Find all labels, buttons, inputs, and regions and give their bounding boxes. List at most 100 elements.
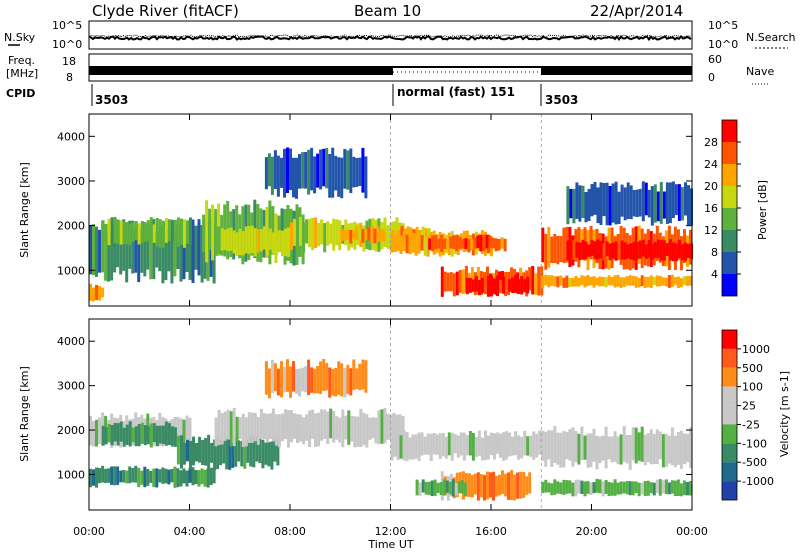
heatmap-cell: [578, 242, 582, 260]
heatmap-cell: [477, 280, 481, 296]
colorbar-swatch: [722, 348, 737, 368]
heatmap-cell: [95, 467, 98, 488]
heatmap-cell: [340, 157, 344, 199]
heatmap-cell: [298, 368, 301, 397]
heatmap-cell: [195, 442, 198, 462]
heatmap-cell: [670, 427, 674, 466]
noise-panel: N.Sky 10^5 10^0 10^5 10^0 N.Search: [4, 19, 796, 51]
heatmap-cell: [566, 186, 570, 225]
heatmap-cell: [526, 276, 530, 294]
heatmap-cell: [264, 157, 268, 190]
heatmap-cell: [267, 153, 271, 187]
heatmap-cell: [499, 279, 502, 294]
heatmap-cell: [325, 363, 329, 391]
heatmap-cell: [408, 437, 412, 460]
cpid-label: CPID: [6, 87, 35, 100]
heatmap-cell: [374, 417, 378, 444]
noise-search-line: [88, 34, 692, 38]
heatmap-cell: [116, 219, 120, 244]
heatmap-cell: [149, 470, 153, 483]
heatmap-cell: [390, 232, 394, 253]
heatmap-cell: [439, 482, 443, 496]
heatmap-cell: [556, 481, 560, 494]
heatmap-cell: [302, 417, 306, 445]
heatmap-cell: [595, 277, 599, 286]
heatmap-cell: [482, 234, 486, 251]
heatmap-cell: [326, 221, 330, 246]
heatmap-cell: [182, 419, 186, 445]
heatmap-cell: [608, 186, 612, 226]
heatmap-cell: [311, 217, 315, 251]
heatmap-cell: [137, 223, 141, 245]
noise-search-label: N.Search: [746, 31, 796, 44]
heatmap-cell: [446, 238, 450, 251]
heatmap-cell: [301, 152, 305, 189]
heatmap-cell: [232, 408, 236, 447]
heatmap-cell: [170, 232, 174, 284]
heatmap-cell: [283, 366, 286, 393]
heatmap-cell: [317, 412, 321, 447]
heatmap-cell: [626, 182, 630, 219]
heatmap-cell: [182, 231, 186, 280]
heatmap-cell: [616, 274, 620, 287]
heatmap-cell: [271, 206, 275, 255]
colorbar-swatch: [722, 424, 737, 444]
heatmap-cell: [170, 469, 174, 483]
heatmap-cell: [658, 479, 662, 496]
heatmap-cell: [673, 480, 677, 496]
heatmap-cell: [213, 439, 217, 470]
heatmap-cell: [337, 157, 341, 197]
heatmap-cell: [661, 277, 665, 286]
heatmap-cell: [249, 435, 253, 467]
heatmap-cell: [314, 413, 318, 447]
heatmap-cell: [559, 432, 563, 468]
heatmap-cell: [667, 435, 671, 464]
heatmap-cell: [113, 216, 117, 244]
heatmap-cell: [680, 244, 684, 261]
heatmap-cell: [146, 224, 150, 270]
heatmap-cell: [152, 423, 156, 443]
heatmap-cell: [352, 156, 356, 188]
heatmap-cell: [358, 228, 362, 240]
heatmap-cell: [292, 157, 295, 198]
colorbar-tick-label: -500: [742, 456, 767, 469]
heatmap-cell: [290, 222, 293, 251]
heatmap-cell: [517, 279, 521, 294]
heatmap-cell: [89, 283, 92, 301]
heatmap-cell: [562, 227, 566, 263]
heatmap-cell: [483, 474, 486, 501]
heatmap-cell: [553, 425, 557, 463]
heatmap-cell: [619, 277, 623, 288]
heatmap-cell: [431, 235, 435, 252]
y-tick-label: 3000: [57, 175, 85, 188]
heatmap-cell: [683, 433, 686, 465]
heatmap-cell: [402, 430, 406, 461]
heatmap-cell: [664, 479, 668, 494]
heatmap-cell: [411, 434, 415, 460]
heatmap-cell: [149, 423, 153, 448]
heatmap-cell: [544, 233, 548, 270]
heatmap-cell: [480, 437, 484, 461]
heatmap-cell: [671, 181, 675, 218]
heatmap-cell: [496, 432, 499, 454]
heatmap-cell: [323, 223, 327, 253]
heatmap-cell: [326, 411, 330, 444]
heatmap-cell: [529, 435, 533, 457]
heatmap-cell: [443, 271, 447, 292]
heatmap-cell: [450, 432, 454, 461]
heatmap-cell: [220, 228, 224, 251]
heatmap-cell: [547, 430, 551, 460]
heatmap-cell: [402, 231, 406, 252]
heatmap-cell: [456, 435, 460, 458]
heatmap-cell: [293, 413, 296, 439]
heatmap-cell: [247, 412, 251, 443]
heatmap-cell: [503, 238, 507, 252]
heatmap-cell: [676, 479, 680, 496]
heatmap-cell: [389, 414, 393, 440]
heatmap-cell: [504, 473, 508, 497]
cpid-segment-2: normal (fast) 151: [397, 85, 515, 99]
y-tick-label: 1000: [57, 468, 85, 481]
heatmap-cell: [349, 148, 353, 194]
heatmap-cell: [668, 182, 672, 224]
colorbar-swatch: [722, 330, 737, 349]
